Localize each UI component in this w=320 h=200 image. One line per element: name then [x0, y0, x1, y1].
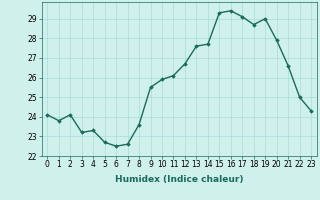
X-axis label: Humidex (Indice chaleur): Humidex (Indice chaleur) — [115, 175, 244, 184]
